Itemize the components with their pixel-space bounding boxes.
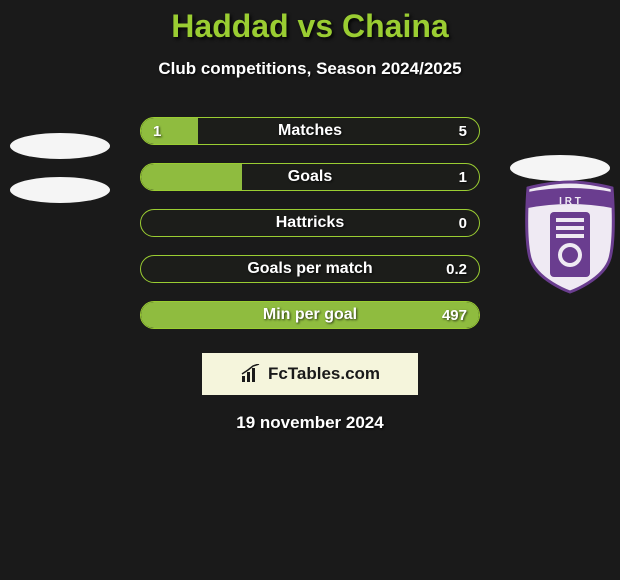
stat-label: Goals per match <box>141 256 479 282</box>
brand-badge[interactable]: FcTables.com <box>202 353 418 395</box>
stat-row: Matches1 5 <box>140 117 480 145</box>
player-left-avatar <box>10 118 110 218</box>
ellipse-placeholder <box>10 177 110 203</box>
stat-value-left: 1 <box>153 118 161 144</box>
stat-label: Matches <box>141 118 479 144</box>
stat-row: Min per goal497 <box>140 301 480 329</box>
stat-label: Hattricks <box>141 210 479 236</box>
page-title: Haddad vs Chaina <box>0 8 620 45</box>
stat-value-right: 0 <box>459 210 467 236</box>
svg-text:I R T: I R T <box>559 196 581 207</box>
footer-date: 19 november 2024 <box>0 413 620 433</box>
stat-value-right: 497 <box>442 302 467 328</box>
club-crest: I R T <box>520 180 620 294</box>
stat-row: Hattricks0 <box>140 209 480 237</box>
subtitle: Club competitions, Season 2024/2025 <box>0 59 620 79</box>
stat-bars: Matches15Goals1Hattricks0Goals per match… <box>140 117 480 329</box>
stat-label: Goals <box>141 164 479 190</box>
stat-value-right: 1 <box>459 164 467 190</box>
stat-label: Min per goal <box>141 302 479 328</box>
shield-icon: I R T <box>520 180 620 294</box>
ellipse-placeholder <box>510 155 610 181</box>
brand-text: FcTables.com <box>268 364 380 384</box>
stat-row: Goals per match0.2 <box>140 255 480 283</box>
chart-icon <box>240 364 262 384</box>
stat-value-right: 0.2 <box>446 256 467 282</box>
stat-row: Goals1 <box>140 163 480 191</box>
comparison-card: Haddad vs Chaina Club competitions, Seas… <box>0 0 620 433</box>
ellipse-placeholder <box>10 133 110 159</box>
stat-value-right: 5 <box>459 118 467 144</box>
